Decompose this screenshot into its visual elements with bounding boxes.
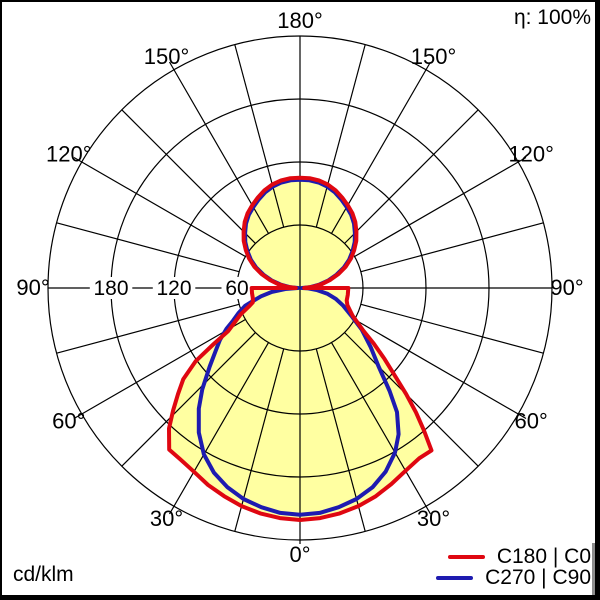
- legend-label-c180-c0: C180 | C0: [496, 545, 591, 568]
- gamma-axis-label: 150°: [144, 44, 190, 69]
- gamma-axis-label: 120°: [508, 142, 554, 167]
- curve-c0: [167, 175, 434, 522]
- efficiency-label: η: 100%: [513, 6, 591, 29]
- legend-swatch-red: [447, 554, 485, 559]
- gamma-axis-label: 120°: [46, 142, 92, 167]
- border-shade: [592, 543, 595, 595]
- gamma-axis-labels: 0° 30° 30° 60° 60° 90° 90° 120° 120° 150° 150° 180°: [16, 8, 583, 567]
- radial-axis-labels: 180 120 60: [89, 277, 253, 300]
- gamma-axis-label: 60°: [52, 409, 85, 434]
- legend: C180 | C0 C270 | C90: [436, 546, 591, 588]
- radial-axis-label: 180: [93, 277, 128, 300]
- gamma-axis-label: 60°: [515, 409, 548, 434]
- intensity-curves: [167, 175, 434, 522]
- legend-swatch-blue: [436, 575, 474, 580]
- frame-border-bottom: [0, 595, 600, 600]
- unit-label: cd/klm: [13, 563, 74, 586]
- frame-border-right: [595, 0, 600, 600]
- gamma-axis-label: 90°: [16, 275, 49, 300]
- legend-label-c270-c90: C270 | C90: [485, 566, 591, 589]
- radial-axis-label: 60: [225, 277, 248, 300]
- gamma-axis-label: 0°: [289, 542, 310, 567]
- legend-item-c270-c90: C270 | C90: [436, 567, 591, 588]
- gamma-axis-label: 180°: [277, 8, 323, 33]
- gamma-axis-label: 90°: [550, 275, 583, 300]
- gamma-axis-label: 150°: [411, 44, 457, 69]
- gamma-axis-label: 30°: [417, 506, 450, 531]
- radial-axis-label: 120: [156, 277, 191, 300]
- gamma-axis-label: 30°: [150, 506, 183, 531]
- frame-border-top: [0, 0, 600, 2]
- legend-item-c180-c0: C180 | C0: [447, 545, 591, 568]
- frame-border-left: [0, 0, 2, 600]
